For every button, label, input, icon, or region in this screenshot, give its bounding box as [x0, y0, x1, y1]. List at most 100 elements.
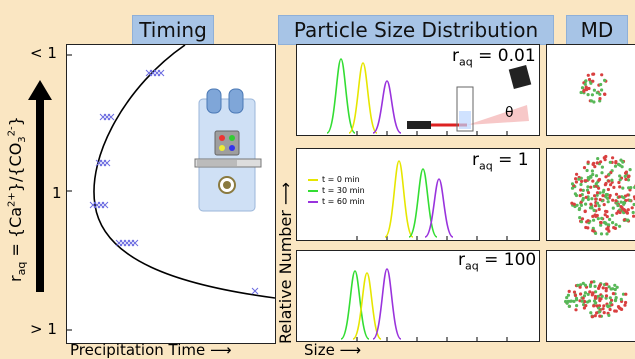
md-atom	[612, 207, 615, 210]
md-atom	[588, 290, 591, 293]
md-atom	[593, 209, 596, 212]
md-atom	[603, 93, 606, 96]
md-atom	[603, 311, 606, 314]
md-atom	[578, 208, 581, 211]
legend-item-0: t = 0 min	[308, 174, 365, 185]
md-atom	[568, 290, 571, 293]
md-atom	[592, 219, 595, 222]
md-panel-2	[546, 148, 635, 241]
md-atom	[604, 210, 607, 213]
psd-panel-2-rlabel: raq = 1	[472, 150, 529, 172]
md-atom	[598, 178, 601, 181]
md-atom	[590, 197, 593, 200]
md-atom	[600, 171, 603, 174]
md-atom	[598, 208, 601, 211]
md-atom	[579, 188, 582, 191]
psd-axis-ticks-1	[357, 131, 507, 135]
md-atom	[587, 93, 590, 96]
md-atom	[589, 175, 592, 178]
md-atom	[605, 294, 608, 297]
md-atom	[607, 188, 610, 191]
md-atom	[617, 305, 620, 308]
md-atom	[599, 83, 602, 86]
timing-marker	[132, 240, 138, 246]
md-atom	[615, 193, 618, 196]
md-atom	[574, 294, 577, 297]
psd1-curve-yellow	[349, 63, 377, 133]
md-atom	[621, 161, 624, 164]
md-atom	[609, 161, 612, 164]
timing-ylabel: raq = {Ca2+}/{CO32-}	[6, 116, 28, 282]
light-scattering-icon: θ	[407, 65, 531, 131]
md-atom	[590, 99, 593, 102]
md-atom	[627, 208, 630, 211]
md-cluster-3	[547, 251, 635, 341]
psd2-curve-green	[409, 169, 437, 237]
md-atom	[594, 314, 597, 317]
md-atom	[568, 305, 571, 308]
md-atom	[587, 198, 590, 201]
timing-marker	[102, 202, 108, 208]
timing-marker	[108, 114, 114, 120]
md-atom	[593, 89, 596, 92]
md-atom	[584, 284, 587, 287]
md-atom	[611, 221, 614, 224]
md-atom	[602, 189, 605, 192]
md-atom	[587, 87, 590, 90]
md-atom	[605, 287, 608, 290]
md-atom	[626, 193, 629, 196]
timing-y-arrow	[26, 80, 54, 292]
md-atom	[600, 73, 603, 76]
md-atom	[583, 166, 586, 169]
md-atom	[597, 187, 600, 190]
md-atom	[604, 213, 607, 216]
md-atom	[584, 291, 587, 294]
timing-marker	[104, 160, 110, 166]
md-atom	[570, 300, 573, 303]
md-atom	[627, 175, 630, 178]
md-atom	[575, 298, 578, 301]
md-atom	[598, 315, 601, 318]
md-atom	[629, 186, 632, 189]
md-atom	[629, 168, 632, 171]
md-atom	[591, 293, 594, 296]
md-atom	[595, 174, 598, 177]
md-atom	[574, 192, 577, 195]
md-atom	[579, 183, 582, 186]
md-atom	[623, 201, 626, 204]
md-atom	[611, 199, 614, 202]
md-atom	[596, 191, 599, 194]
md-cluster-1	[547, 45, 635, 135]
psd-panel-1-rlabel: raq = 0.01	[452, 46, 536, 68]
md-atom	[591, 180, 594, 183]
md-atom	[620, 298, 623, 301]
md-atom	[609, 301, 612, 304]
md-panel-3	[546, 250, 635, 342]
md-atom	[587, 161, 590, 164]
md-atom	[621, 187, 624, 190]
md-atom	[587, 191, 590, 194]
md-atom	[591, 229, 594, 232]
md-atom	[571, 187, 574, 190]
md-atom	[596, 161, 599, 164]
md-atom	[589, 203, 592, 206]
md-atom	[598, 310, 601, 313]
md-atom	[626, 219, 629, 222]
md-atom	[594, 295, 597, 298]
md-atom	[623, 304, 626, 307]
md-atom	[591, 315, 594, 318]
md-atom	[571, 182, 574, 185]
md-atom	[603, 156, 606, 159]
md-atom	[594, 204, 597, 207]
md-atom	[584, 83, 587, 86]
md-atom	[626, 212, 629, 215]
md-atom	[607, 173, 610, 176]
md-atom	[588, 78, 591, 81]
psd-legend: t = 0 min t = 30 min t = 60 min	[308, 174, 365, 207]
md-atom	[592, 304, 595, 307]
md-atom	[596, 91, 599, 94]
psd1-curve-purple	[373, 81, 401, 133]
md-atom	[599, 160, 602, 163]
timing-tick-bot: > 1	[30, 322, 57, 337]
md-atom	[605, 227, 608, 230]
